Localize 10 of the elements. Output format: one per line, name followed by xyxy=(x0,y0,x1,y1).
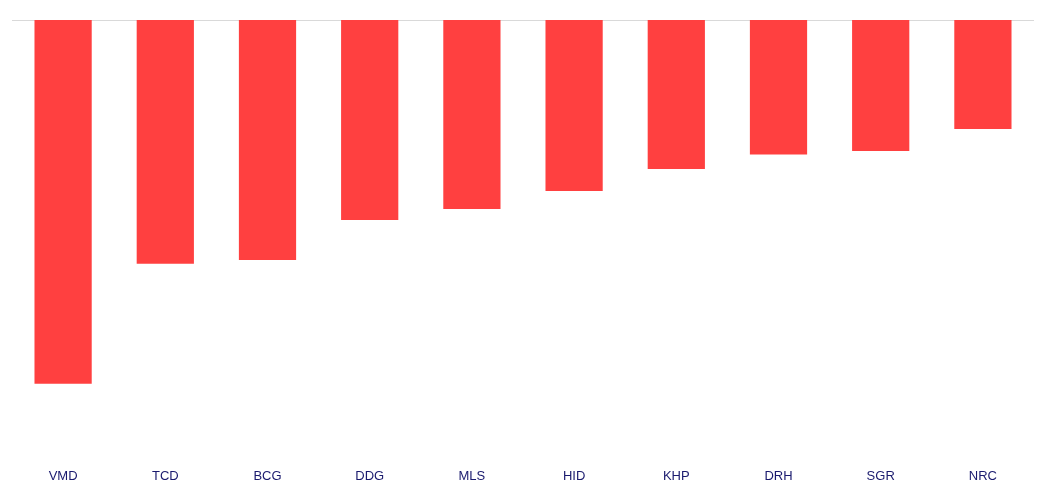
x-tick-label: BCG xyxy=(253,467,282,483)
x-tick-label: NRC xyxy=(968,467,997,483)
x-tick-label: DRH xyxy=(764,467,793,483)
x-tick-label: VMD xyxy=(48,467,78,483)
x-tick-label: MLS xyxy=(458,467,486,483)
x-tick-label: KHP xyxy=(662,467,690,483)
x-tick-label: DDG xyxy=(355,467,385,483)
x-tick-label: TCD xyxy=(151,467,179,483)
x-tick-label: HID xyxy=(562,467,586,483)
x-tick-label: SGR xyxy=(866,467,895,483)
